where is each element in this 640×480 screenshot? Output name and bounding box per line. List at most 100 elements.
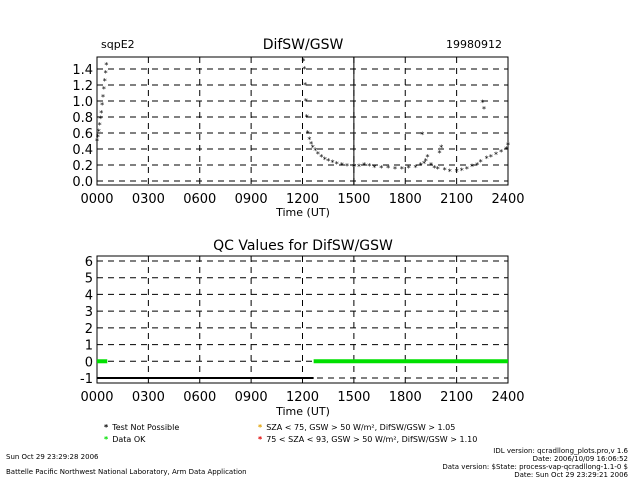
difsw-x-tick-label: 0300	[132, 192, 165, 207]
difsw-data-point: *	[104, 61, 108, 70]
qc-y-tick-label: 4	[85, 288, 93, 303]
qc-x-tick-label: 1800	[389, 390, 422, 405]
difsw-data-point: *	[96, 133, 100, 142]
qc-plot-frame	[96, 255, 509, 384]
difsw-data-point: *	[362, 161, 366, 170]
difsw-y-tick-label: 1.2	[72, 79, 93, 94]
difsw-data-point: *	[311, 143, 315, 152]
difsw-y-tick-label: 1.0	[72, 95, 93, 110]
difsw-data-point: *	[304, 97, 308, 106]
difsw-data-point: *	[424, 157, 428, 166]
difsw-y-tick-label: 0.0	[72, 175, 93, 190]
difsw-data-point: *	[104, 69, 108, 78]
difsw-data-point: *	[438, 149, 442, 158]
difsw-data-point: *	[330, 159, 334, 168]
difsw-data-point: *	[100, 101, 104, 110]
organization-credit: Battelle Pacific Northwest National Labo…	[6, 468, 247, 476]
difsw-data-point: *	[379, 164, 383, 173]
qc-y-tick-label: 1	[85, 339, 93, 354]
difsw-series: ************ *********** * * * * * * * * * * * * * * * * *…	[95, 57, 510, 176]
difsw-data-point: *	[475, 161, 479, 170]
qc-ticks: -1 01 2 3 45 6 0000 0300 0600 0900 1200 1500 1800 210…	[80, 255, 525, 405]
legend-label: 75 < SZA < 93, GSW > 50 W/m², DifSW/GSW …	[266, 435, 478, 444]
difsw-data-point: *	[367, 162, 371, 171]
qc-y-tick-label: 2	[85, 322, 93, 337]
difsw-data-point: *	[340, 161, 344, 170]
legend-item-data-ok: * Data OK	[104, 435, 145, 444]
difsw-data-point: *	[309, 140, 313, 149]
difsw-y-tick-label: 0.6	[72, 127, 93, 142]
qc-y-tick-label: 0	[85, 355, 93, 370]
qc-x-tick-label: 0600	[183, 390, 216, 405]
difsw-chart-title: DifSW/GSW	[263, 37, 344, 53]
idl-date: Date: 2006/10/09 16:06:52	[532, 455, 628, 463]
difsw-x-tick-label: 0900	[235, 192, 268, 207]
difsw-data-point: *	[313, 147, 317, 156]
qc-chart-title: QC Values for DifSW/GSW	[213, 238, 393, 254]
difsw-data-point: *	[319, 153, 323, 162]
difsw-data-point: *	[306, 129, 310, 138]
qc-x-axis-label: Time (UT)	[275, 405, 330, 418]
difsw-data-point: *	[448, 167, 452, 176]
difsw-x-tick-label: 1800	[389, 192, 422, 207]
data-version: Data version: $State: process-vap-qcradl…	[442, 463, 628, 471]
legend-marker: *	[258, 423, 263, 432]
difsw-y-tick-label: 0.4	[72, 143, 93, 158]
site-label: sqpE2	[101, 38, 135, 51]
difsw-data-point: *	[303, 81, 307, 90]
qc-x-tick-label: 2400	[491, 390, 524, 405]
difsw-data-point: *	[98, 121, 102, 130]
difsw-data-point: *	[460, 167, 464, 176]
difsw-data-point: *	[301, 57, 305, 66]
data-date: Date: Sun Oct 29 23:29:21 2006	[514, 471, 628, 479]
difsw-data-point: *	[98, 115, 102, 124]
difsw-data-point: *	[426, 153, 430, 162]
difsw-data-point: *	[439, 143, 443, 152]
difsw-data-point: *	[479, 158, 483, 167]
legend-marker: *	[104, 423, 109, 432]
date-label: 19980912	[446, 38, 502, 51]
idl-version: IDL version: qcradllong_plots.pro,v 1.6	[493, 447, 628, 455]
difsw-grid	[97, 57, 508, 185]
difsw-data-point: *	[494, 151, 498, 160]
difsw-data-point: *	[316, 150, 320, 159]
qc-y-tick-label: 3	[85, 305, 93, 320]
qc-x-tick-label: 0300	[132, 390, 165, 405]
qc-y-tick-label: -1	[80, 372, 93, 387]
qc-series	[97, 359, 508, 379]
difsw-data-point: *	[422, 159, 426, 168]
difsw-data-point: *	[386, 164, 390, 173]
difsw-data-point: *	[482, 105, 486, 114]
difsw-y-tick-label: 1.4	[72, 63, 93, 78]
difsw-x-tick-label: 0600	[183, 192, 216, 207]
difsw-data-point: *	[305, 113, 309, 122]
created-timestamp: Sun Oct 29 23:29:28 2006	[6, 453, 99, 461]
difsw-data-point: *	[101, 93, 105, 102]
difsw-data-point: *	[485, 155, 489, 164]
difsw-x-axis-label: Time (UT)	[275, 206, 330, 219]
difsw-data-point: *	[372, 163, 376, 172]
difsw-x-tick-label: 1200	[286, 192, 319, 207]
qc-x-tick-label: 0000	[80, 390, 113, 405]
difsw-data-point: *	[103, 77, 107, 86]
qc-x-tick-label: 0900	[235, 390, 268, 405]
difsw-data-point: *	[499, 148, 503, 157]
difsw-data-point: *	[345, 162, 349, 171]
difsw-data-point: *	[414, 163, 418, 172]
legend-marker: *	[258, 435, 263, 444]
difsw-data-point: *	[357, 163, 361, 172]
difsw-data-point: *	[489, 153, 493, 162]
difsw-data-point: *	[480, 99, 484, 108]
difsw-data-point: *	[436, 165, 440, 174]
qc-x-tick-label: 1200	[286, 390, 319, 405]
difsw-data-point: *	[443, 166, 447, 175]
difsw-y-tick-label: 0.2	[72, 159, 93, 174]
difsw-y-tick-label: 0.8	[72, 111, 93, 126]
difsw-data-point: *	[97, 127, 101, 136]
legend-label: Data OK	[112, 435, 146, 444]
qc-x-tick-label: 1500	[337, 390, 370, 405]
difsw-data-point: *	[407, 164, 411, 173]
difsw-x-tick-label: 2100	[440, 192, 473, 207]
qc-y-tick-label: 6	[85, 255, 93, 270]
